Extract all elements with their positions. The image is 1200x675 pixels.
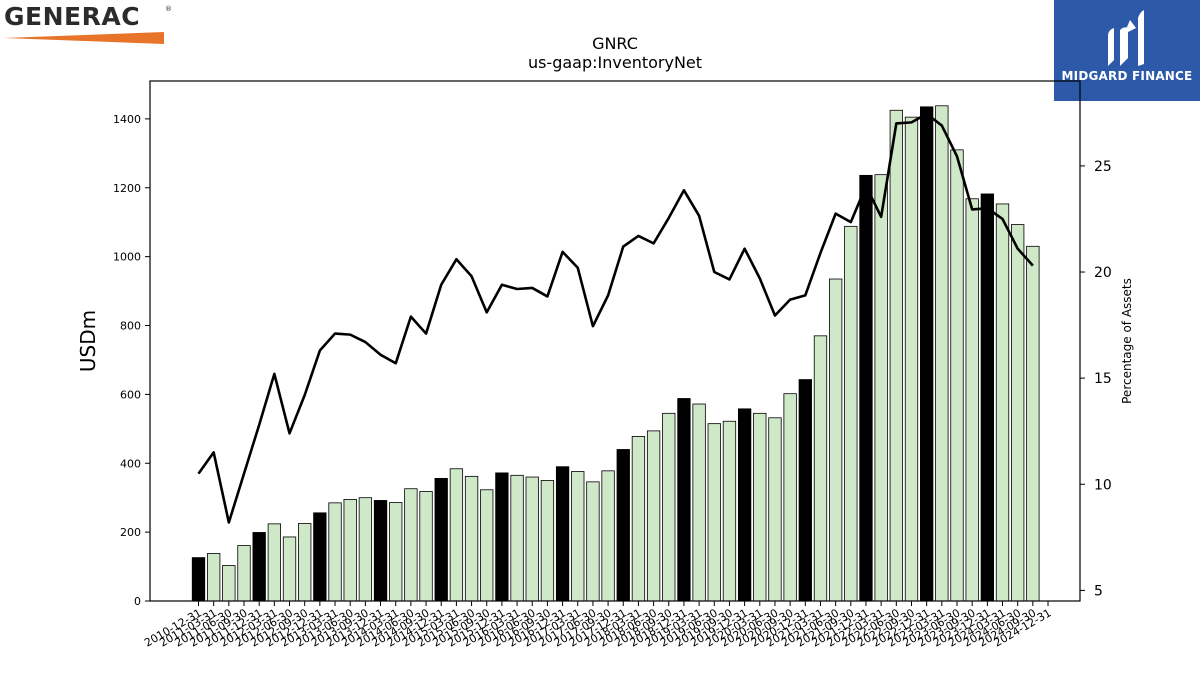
bar bbox=[828, 278, 843, 602]
bar bbox=[722, 420, 737, 602]
bar bbox=[555, 466, 570, 602]
midgard-logo-text: MIDGARD FINANCE bbox=[1061, 69, 1193, 83]
y-tick-label: 800 bbox=[120, 320, 141, 333]
y-axis-label: USDm bbox=[76, 310, 100, 372]
bar bbox=[995, 203, 1010, 602]
bar bbox=[753, 412, 767, 602]
bar bbox=[252, 532, 266, 602]
bar bbox=[191, 557, 206, 602]
bar bbox=[328, 502, 342, 602]
bar bbox=[601, 470, 615, 602]
bar bbox=[844, 225, 858, 602]
bar bbox=[631, 435, 646, 602]
y-tick-label: 1400 bbox=[113, 113, 141, 126]
bar bbox=[950, 149, 964, 602]
bar bbox=[464, 475, 479, 602]
bar bbox=[737, 408, 752, 602]
chart-subtitle: us-gaap:InventoryNet bbox=[528, 53, 702, 72]
bar bbox=[313, 512, 327, 602]
y-tick-label: 200 bbox=[120, 526, 141, 539]
x-axis: 2010-12-312011-03-312011-06-302011-09-30… bbox=[142, 601, 1054, 650]
y2-tick-label: 25 bbox=[1094, 159, 1112, 175]
bar bbox=[920, 106, 934, 602]
bar bbox=[495, 472, 509, 602]
bar bbox=[662, 412, 676, 602]
y2-axis-label: Percentage of Assets bbox=[1120, 278, 1134, 404]
bar bbox=[692, 403, 706, 602]
bar bbox=[282, 536, 297, 602]
bar bbox=[373, 500, 388, 602]
y-tick-label: 1200 bbox=[113, 182, 141, 195]
generac-swoosh-icon bbox=[4, 32, 164, 44]
bar bbox=[540, 480, 555, 602]
bar bbox=[889, 109, 903, 602]
generac-logo: GENERAC ® bbox=[4, 2, 172, 44]
bar bbox=[1026, 245, 1040, 602]
bar bbox=[510, 474, 524, 602]
bar bbox=[1011, 224, 1025, 602]
y-tick-label: 1000 bbox=[113, 251, 141, 264]
bar bbox=[707, 423, 721, 602]
y-tick-label: 0 bbox=[134, 595, 141, 608]
generac-logo-text: GENERAC bbox=[4, 2, 141, 31]
y-axis-left: 0 200 400 600 800 1000 1200 1400 bbox=[113, 113, 150, 608]
chart-title: GNRC bbox=[592, 34, 638, 53]
y2-tick-label: 15 bbox=[1094, 371, 1112, 387]
bar bbox=[480, 489, 494, 602]
y-tick-label: 600 bbox=[120, 388, 141, 401]
plot-frame bbox=[149, 80, 1081, 602]
bar bbox=[646, 430, 661, 602]
y-axis-right: 5 10 15 20 25 bbox=[1080, 159, 1112, 599]
bar bbox=[389, 502, 403, 602]
bar bbox=[298, 523, 312, 602]
bars-layer bbox=[191, 105, 1040, 602]
bar bbox=[586, 481, 600, 602]
registered-mark: ® bbox=[165, 5, 172, 13]
y2-tick-label: 20 bbox=[1094, 265, 1112, 281]
bar bbox=[449, 468, 464, 602]
bar bbox=[207, 553, 221, 602]
bar bbox=[267, 523, 282, 602]
midgard-finance-logo: MIDGARD FINANCE bbox=[1054, 0, 1200, 101]
bar bbox=[798, 379, 812, 602]
bar bbox=[677, 398, 691, 602]
bar bbox=[525, 476, 539, 602]
bar bbox=[343, 499, 357, 602]
bar bbox=[237, 545, 251, 602]
bar bbox=[768, 417, 782, 602]
bar bbox=[616, 449, 630, 602]
bar bbox=[874, 174, 888, 602]
bar bbox=[783, 393, 797, 602]
y2-tick-label: 5 bbox=[1094, 583, 1103, 599]
percentage-line bbox=[197, 112, 1034, 524]
midgard-m-icon bbox=[1108, 10, 1144, 66]
line-layer bbox=[197, 112, 1034, 524]
bar bbox=[222, 565, 236, 602]
bar bbox=[859, 174, 873, 602]
bar bbox=[404, 488, 418, 602]
bar bbox=[904, 116, 919, 602]
bar bbox=[419, 491, 433, 602]
bar bbox=[571, 471, 585, 602]
bar bbox=[980, 193, 994, 602]
bar bbox=[813, 335, 828, 602]
bar bbox=[434, 477, 448, 602]
bar bbox=[358, 497, 373, 602]
bar bbox=[935, 105, 949, 602]
bar bbox=[965, 198, 979, 602]
y-tick-label: 400 bbox=[120, 457, 141, 470]
y2-tick-label: 10 bbox=[1094, 477, 1112, 493]
